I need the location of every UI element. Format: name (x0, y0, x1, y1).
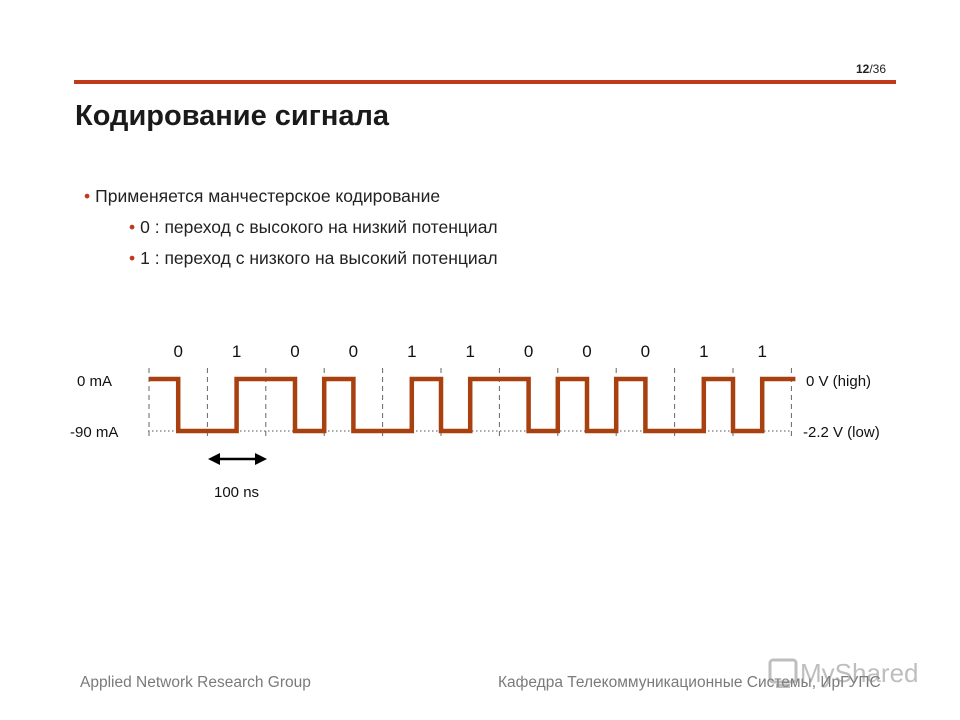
page-number: 12/36 (856, 62, 886, 76)
bullet-item: • 1 : переход с низкого на высокий потенц… (129, 247, 498, 269)
bit-label: 0 (582, 342, 591, 361)
bullet-list: • Применяется манчестерское кодирование •… (84, 185, 498, 269)
bit-label: 0 (290, 342, 299, 361)
bit-label: 1 (465, 342, 474, 361)
bullet-dot-icon: • (129, 217, 136, 237)
period-arrow-icon (208, 453, 267, 465)
right-high-label: 0 V (high) (806, 373, 871, 390)
right-low-label: -2.2 V (low) (803, 424, 880, 441)
signal-waveform (149, 376, 796, 434)
bit-label: 1 (757, 342, 766, 361)
bit-label: 0 (524, 342, 533, 361)
myshared-watermark-logo: MyShared (768, 658, 919, 688)
bit-label: 1 (407, 342, 416, 361)
watermark-text: MyShared (800, 658, 919, 688)
footer-group-name: Applied Network Research Group (80, 674, 311, 691)
bullet-item: • Применяется манчестерское кодирование (84, 185, 498, 207)
left-low-label: -90 mA (70, 424, 118, 441)
page-current: 12 (855, 62, 870, 76)
page-total: /36 (869, 62, 886, 76)
bit-label: 0 (641, 342, 650, 361)
bit-label: 1 (232, 342, 241, 361)
period-label: 100 ns (214, 484, 259, 501)
bullet-dot-icon: • (129, 248, 136, 268)
bit-label: 1 (699, 342, 708, 361)
bit-label: 0 (173, 342, 182, 361)
bit-label: 0 (349, 342, 358, 361)
title-rule (74, 80, 896, 84)
bullet-dot-icon: • (84, 186, 91, 206)
bullet-item: • 0 : переход с высокого на низкий потенц… (129, 216, 498, 238)
bullet-text: 1 : переход с низкого на высокий потенци… (140, 248, 498, 268)
bullet-text: Применяется манчестерское кодирование (95, 186, 441, 206)
slide-title: Кодирование сигнала (75, 100, 390, 132)
left-high-label: 0 mA (77, 373, 112, 390)
bullet-text: 0 : переход с высокого на низкий потенци… (140, 217, 498, 237)
bit-labels: 0 1 0 0 1 1 0 0 0 1 1 (173, 342, 766, 361)
